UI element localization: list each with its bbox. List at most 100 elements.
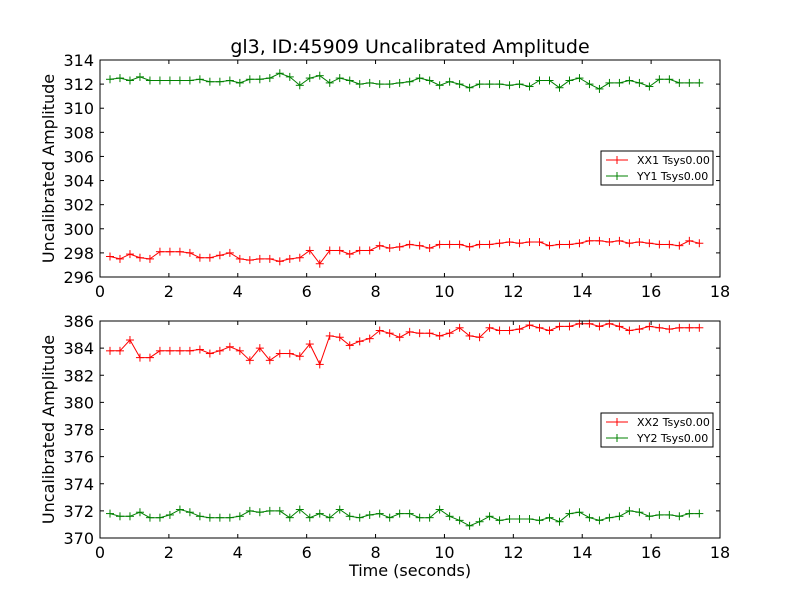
data-point [615,322,624,331]
data-point [615,236,624,245]
y-tick-label: 378 [63,421,94,440]
legend-label: XX2 Tsys0.00 [637,416,710,429]
data-point [695,323,704,332]
data-point [175,247,184,256]
data-point [115,254,124,263]
data-point [295,253,304,262]
data-point [655,240,664,249]
y-tick-label: 310 [63,99,94,118]
data-point [665,510,674,519]
data-point [325,246,334,255]
data-point [525,515,534,524]
data-point [175,76,184,85]
data-point [445,240,454,249]
y-tick-label: 314 [63,51,94,70]
data-point [345,341,354,350]
data-point [185,508,194,517]
data-point [375,326,384,335]
data-point [385,244,394,253]
data-point [545,513,554,522]
x-tick-label: 12 [503,282,523,301]
data-point [355,337,364,346]
legend-marker [613,156,621,164]
data-point [625,506,634,515]
data-point [625,326,634,335]
data-point [485,80,494,89]
x-tick-label: 2 [164,282,174,301]
data-point [685,509,694,518]
series-line [109,240,700,265]
data-point [665,325,674,334]
data-point [195,75,204,84]
data-point [245,75,254,84]
data-point [235,346,244,355]
legend-box [600,412,714,448]
data-point [595,236,604,245]
y-tick-label: 384 [63,339,94,358]
data-point [145,254,154,263]
data-point [515,239,524,248]
data-point [565,76,574,85]
legend-label: XX1 Tsys0.00 [637,154,710,167]
data-point [405,77,414,86]
data-point [355,513,364,522]
data-point [535,76,544,85]
x-tick-label: 0 [95,282,105,301]
data-point [375,241,384,250]
data-point [395,509,404,518]
data-point [275,349,284,358]
x-tick-label: 18 [710,282,730,301]
series-line [110,323,700,366]
data-point [265,74,274,83]
data-point [595,322,604,331]
x-tick-label: 10 [434,282,454,301]
data-point [135,253,144,262]
data-point [505,515,514,524]
data-point [545,76,554,85]
data-point [575,74,584,83]
data-point [395,333,404,342]
data-point [445,329,454,338]
data-point [585,513,594,522]
data-point [255,344,264,353]
data-point [555,322,564,331]
data-point [305,340,314,349]
data-point [415,241,424,250]
data-point [405,509,414,518]
data-point [205,253,214,262]
data-point [445,77,454,86]
data-point [235,512,244,521]
x-tick-label: 16 [641,282,661,301]
data-point [105,346,114,355]
data-point [495,239,504,248]
axes-frame [99,59,721,278]
data-point [475,80,484,89]
data-point [205,513,214,522]
data-point [125,76,134,85]
y-tick-label: 382 [63,366,94,385]
data-point [295,81,304,90]
data-point [255,254,264,263]
legend-marker [613,172,621,180]
data-point [505,81,514,90]
data-point [105,252,114,261]
data-point [515,515,524,524]
data-point [295,505,304,514]
y-tick-label: 370 [63,529,94,548]
data-point [275,69,284,78]
data-point [465,242,474,251]
data-point [245,256,254,265]
data-point [515,325,524,334]
x-tick-label: 8 [370,543,380,562]
y-tick-label: 306 [63,147,94,166]
data-point [425,76,434,85]
data-point [165,346,174,355]
data-point [565,322,574,331]
data-point [315,71,324,80]
data-point [475,240,484,249]
data-point [135,508,144,517]
x-tick-label: 6 [302,282,312,301]
data-point [465,521,474,530]
data-point [205,77,214,86]
data-point [645,322,654,331]
